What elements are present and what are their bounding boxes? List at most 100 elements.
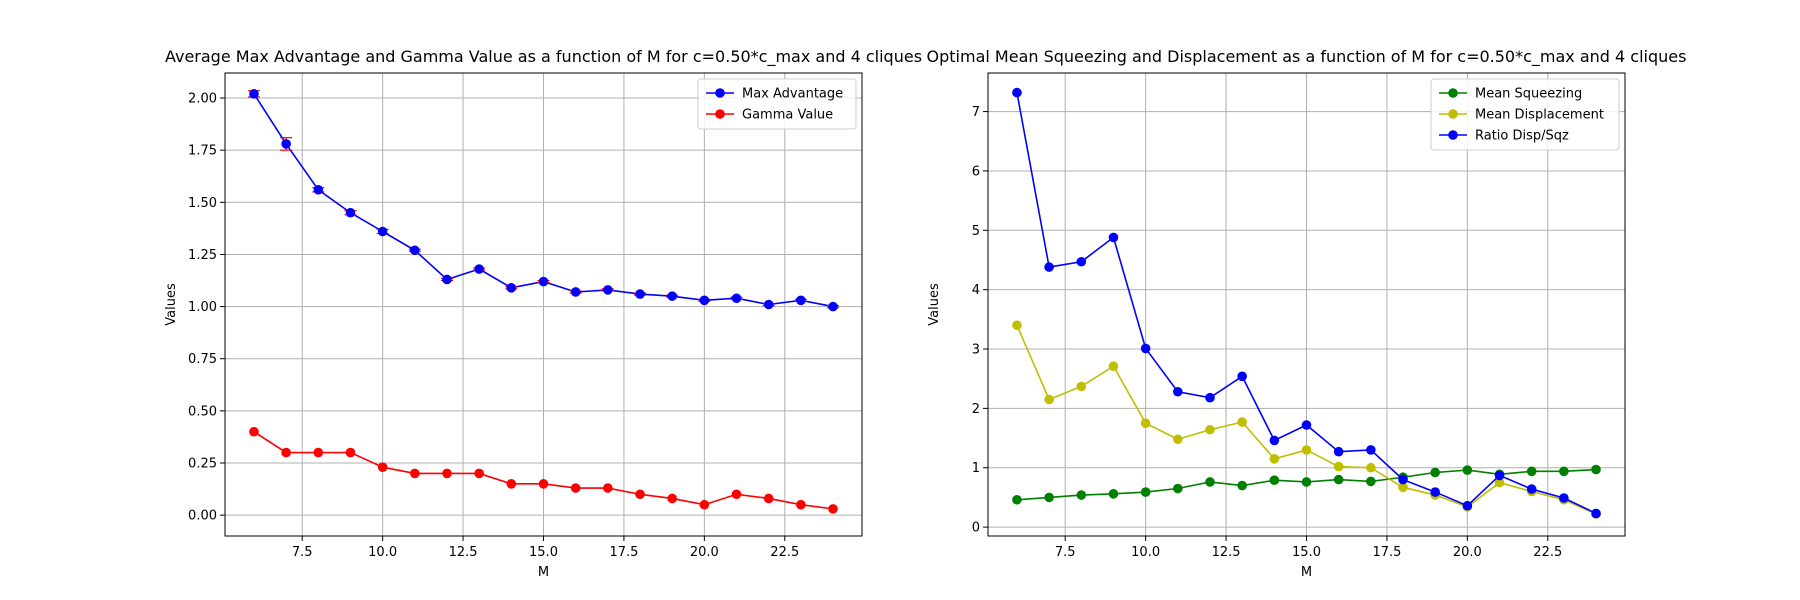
data-point: [1301, 420, 1312, 430]
data-point: [1237, 417, 1247, 427]
legend-label: Mean Displacement: [1475, 108, 1604, 123]
data-point: [1462, 500, 1473, 511]
x-tick-label: 15.0: [1292, 545, 1321, 560]
data-point: [1076, 490, 1087, 500]
y-tick-label: 1.25: [188, 248, 217, 263]
data-point: [313, 184, 324, 195]
legend-label: Max Advantage: [742, 87, 843, 102]
data-point: [1398, 482, 1408, 493]
data-point: [377, 462, 388, 472]
data-point: [313, 447, 324, 458]
data-point: [1012, 87, 1022, 98]
y-tick-label: 0: [972, 521, 980, 536]
data-point: [1044, 492, 1054, 503]
data-point: [1398, 474, 1408, 485]
data-point: [1012, 494, 1022, 505]
y-tick-label: 2.00: [188, 92, 217, 107]
legend-box: [697, 78, 857, 130]
x-tick-label: 20.0: [690, 545, 719, 560]
data-point: [1173, 483, 1183, 494]
data-point: [474, 264, 484, 274]
data-point: [281, 447, 291, 458]
chart-title: Average Max Advantage and Gamma Value as…: [165, 47, 922, 67]
data-point: [1494, 477, 1505, 488]
x-tick-label: 12.5: [1212, 545, 1241, 560]
legend-swatch-marker: [1448, 130, 1458, 140]
data-point: [731, 489, 742, 500]
data-point: [474, 468, 484, 479]
y-tick-label: 1.00: [188, 300, 217, 315]
data-point: [731, 293, 742, 304]
data-point: [1108, 489, 1119, 499]
y-tick-label: 5: [972, 224, 980, 239]
plot-frame: [987, 72, 1626, 537]
data-point: [410, 468, 420, 479]
plot-frame: [224, 72, 863, 537]
legend-swatch-marker: [715, 88, 725, 98]
data-point: [1430, 467, 1440, 478]
legend-label: Ratio Disp/Sqz: [1475, 129, 1569, 144]
data-point: [635, 489, 645, 500]
data-point: [1591, 464, 1601, 475]
series-ratio-disp-sqz: [1012, 87, 1601, 519]
chart-left: M Values 7.5 10.0 12.5 15.0 17.5 20.0 22.5 0.00…: [164, 47, 922, 580]
data-point: [1237, 371, 1247, 382]
y-tick-label: 1: [972, 461, 980, 476]
data-point: [442, 468, 452, 479]
data-point: [1559, 493, 1569, 503]
legend: Max Advantage Gamma Value: [697, 78, 857, 130]
data-point: [828, 504, 838, 514]
y-tick-label: 3: [972, 343, 980, 358]
legend: Mean Squeezing Mean Displacement Ratio Dis…: [1430, 78, 1620, 151]
data-point: [1430, 487, 1440, 497]
legend-entry: Ratio Disp/Sqz: [1439, 129, 1569, 144]
y-tick-label: 4: [972, 283, 980, 298]
data-point: [1494, 470, 1505, 481]
data-point: [1269, 454, 1280, 464]
y-axis-label: Values: [164, 283, 179, 326]
y-tick-label: 1.75: [188, 144, 217, 159]
data-point: [763, 493, 774, 504]
data-point: [506, 479, 517, 489]
x-tick-label: 7.5: [1055, 545, 1076, 560]
data-point: [345, 447, 356, 458]
x-tick-label: 17.5: [1372, 545, 1401, 560]
data-point: [1108, 361, 1119, 372]
x-tick-label: 15.0: [529, 545, 558, 560]
data-point: [796, 499, 806, 510]
y-tick-label: 6: [972, 164, 980, 179]
y-tick-label: 0.25: [188, 457, 217, 472]
legend-entry: Gamma Value: [706, 108, 833, 123]
data-point: [1205, 477, 1215, 487]
data-point: [699, 499, 710, 510]
legend-box: [1430, 78, 1620, 151]
data-point: [603, 483, 613, 493]
data-point: [570, 483, 581, 493]
x-tick-label: 10.0: [1131, 545, 1160, 560]
legend-label: Gamma Value: [742, 108, 833, 123]
legend-entry: Max Advantage: [706, 87, 843, 102]
legend-swatch-marker: [715, 109, 725, 119]
chart-title: Optimal Mean Squeezing and Displacement …: [927, 47, 1687, 67]
data-point: [1526, 466, 1537, 477]
data-point: [506, 283, 517, 293]
legend-entry: Mean Squeezing: [1439, 87, 1582, 102]
data-point: [345, 207, 356, 218]
chart-right: M Values 7.5 10.0 12.5 15.0 17.5 20.0 22.5 0 1 2 3…: [927, 47, 1687, 580]
data-point: [1173, 434, 1183, 445]
data-point: [281, 139, 291, 149]
ticks: 7.5 10.0 12.5 15.0 17.5 20.0 22.5 0 1 2 3 4 5 6 7: [972, 105, 1563, 560]
x-axis-label: M: [538, 565, 549, 580]
x-tick-label: 22.5: [1533, 545, 1562, 560]
data-point: [1301, 477, 1312, 487]
y-tick-label: 1.50: [188, 196, 217, 211]
data-point: [667, 291, 677, 301]
series-max-advantage: [247, 89, 840, 312]
x-tick-label: 7.5: [292, 545, 313, 560]
data-point: [1591, 508, 1601, 519]
data-point: [249, 426, 259, 437]
legend-swatch-marker: [1448, 88, 1458, 98]
data-point: [1044, 394, 1054, 405]
x-tick-label: 20.0: [1453, 545, 1482, 560]
data-point: [1526, 484, 1537, 494]
